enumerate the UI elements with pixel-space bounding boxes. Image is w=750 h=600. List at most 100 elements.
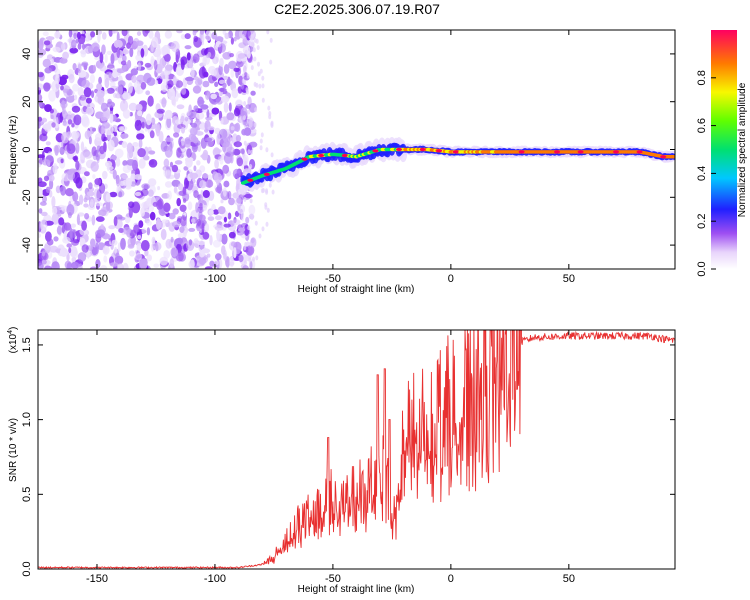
noise-blob xyxy=(86,191,95,197)
noise-blob xyxy=(164,109,173,119)
noise-blob xyxy=(109,81,116,88)
noise-blob xyxy=(120,133,129,139)
noise-blob xyxy=(235,60,244,68)
noise-blob xyxy=(113,39,123,49)
noise-blob xyxy=(116,84,123,96)
noise-blob xyxy=(215,253,222,261)
noise-blob xyxy=(142,30,149,37)
noise-blob xyxy=(80,114,89,127)
snr-x-ticks: -150 -100 -50 0 50 xyxy=(86,330,575,585)
noise-blob xyxy=(242,119,247,126)
noise-blob xyxy=(38,120,41,129)
noise-blob xyxy=(188,227,196,232)
noise-blob xyxy=(134,252,143,261)
noise-blob xyxy=(88,136,92,145)
noise-blob xyxy=(194,79,203,86)
noise-blob xyxy=(122,226,132,235)
noise-blob xyxy=(204,137,213,142)
chart-title: C2E2.2025.306.07.19.R07 xyxy=(274,1,440,17)
noise-blob xyxy=(137,62,142,72)
noise-blob xyxy=(95,242,99,255)
noise-blob xyxy=(243,197,247,202)
noise-blob xyxy=(196,219,202,226)
noise-blob xyxy=(89,199,94,208)
noise-blob xyxy=(129,229,137,237)
noise-blob xyxy=(111,30,116,34)
signal-peak xyxy=(436,149,443,153)
noise-blob xyxy=(45,141,51,146)
noise-blob xyxy=(204,266,213,269)
noise-blob xyxy=(141,101,147,112)
noise-blob xyxy=(197,240,206,246)
noise-blob xyxy=(77,252,87,262)
noise-blob xyxy=(138,220,144,229)
noise-blob xyxy=(148,178,157,187)
noise-blob xyxy=(100,116,108,122)
noise-blob xyxy=(104,53,108,64)
noise-blob xyxy=(174,119,182,125)
noise-blob xyxy=(100,224,104,230)
noise-blob xyxy=(71,39,77,49)
colorbar-tick-label: 0.6 xyxy=(696,118,708,133)
noise-blob xyxy=(75,38,79,44)
noise-blob xyxy=(163,250,171,259)
noise-blob xyxy=(222,52,232,60)
noise-blob xyxy=(271,189,275,195)
noise-blob xyxy=(143,72,152,84)
noise-blob xyxy=(78,263,83,269)
spectrogram-signal-track xyxy=(239,137,675,196)
noise-blob xyxy=(212,209,220,215)
noise-blob xyxy=(173,99,177,107)
noise-blob xyxy=(101,44,106,55)
noise-blob xyxy=(148,159,158,168)
noise-blob xyxy=(121,30,128,37)
noise-blob xyxy=(265,188,268,194)
y-tick-label: 0.5 xyxy=(21,487,33,502)
noise-blob xyxy=(122,109,131,119)
noise-blob xyxy=(108,30,113,37)
noise-blob xyxy=(60,185,67,196)
noise-blob xyxy=(116,263,124,269)
noise-blob xyxy=(140,81,147,90)
noise-blob xyxy=(219,87,225,93)
noise-blob xyxy=(41,117,48,123)
noise-blob xyxy=(219,57,224,67)
noise-blob xyxy=(42,123,52,130)
noise-blob xyxy=(215,215,222,221)
noise-blob xyxy=(261,75,265,81)
noise-blob xyxy=(176,147,182,158)
noise-blob xyxy=(77,63,82,74)
noise-blob xyxy=(195,131,204,136)
noise-blob xyxy=(173,185,178,193)
noise-blob xyxy=(101,133,106,142)
noise-blob xyxy=(229,256,235,268)
noise-blob xyxy=(143,184,149,191)
noise-blob xyxy=(128,201,135,208)
noise-blob xyxy=(257,61,260,67)
noise-blob xyxy=(243,140,247,146)
noise-blob xyxy=(71,105,81,113)
noise-blob xyxy=(135,144,140,151)
noise-blob xyxy=(176,30,183,34)
noise-blob xyxy=(52,163,58,175)
signal-peak xyxy=(247,178,254,182)
noise-blob xyxy=(102,248,108,253)
noise-blob xyxy=(139,258,148,269)
noise-blob xyxy=(268,114,272,120)
noise-blob xyxy=(232,148,241,156)
x-tick-label: 0 xyxy=(448,573,454,585)
noise-blob xyxy=(201,173,209,179)
noise-blob xyxy=(223,102,229,113)
noise-blob xyxy=(61,42,66,51)
noise-blob xyxy=(45,36,55,41)
noise-blob xyxy=(248,204,256,216)
noise-blob xyxy=(181,127,185,134)
noise-blob xyxy=(176,104,185,110)
noise-blob xyxy=(38,48,47,56)
noise-blob xyxy=(205,179,214,188)
noise-blob xyxy=(140,48,145,58)
noise-blob xyxy=(244,160,248,166)
noise-blob xyxy=(71,256,77,263)
noise-blob xyxy=(111,239,118,246)
noise-blob xyxy=(136,31,142,36)
